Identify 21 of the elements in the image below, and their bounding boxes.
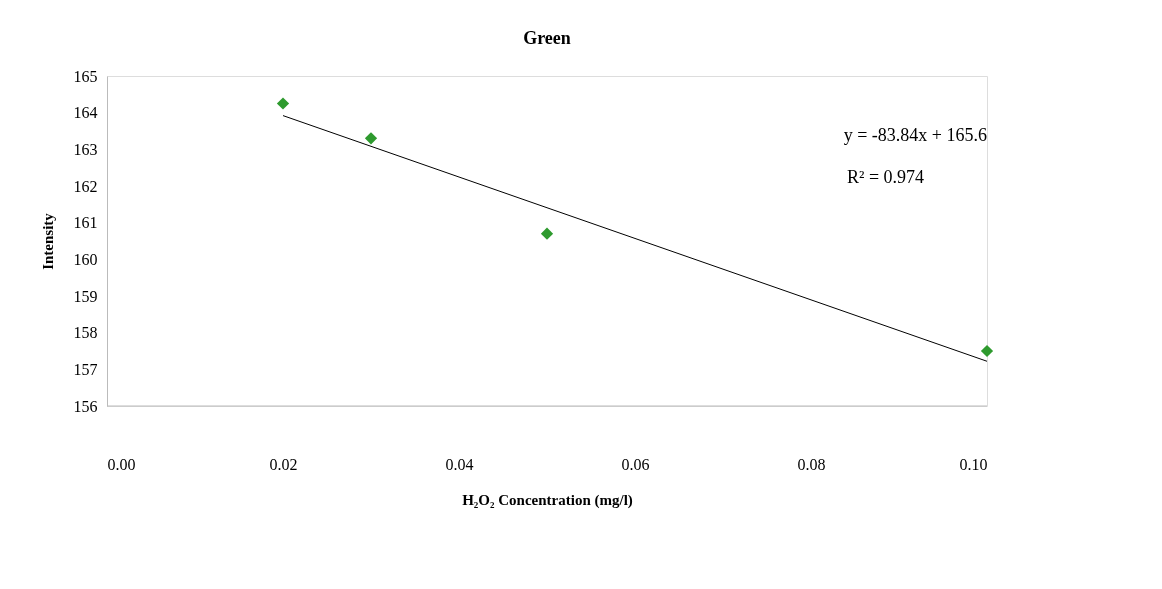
- x-tick-label: 0.08: [797, 455, 826, 473]
- y-tick-label: 165: [73, 67, 98, 85]
- y-tick-label: 160: [73, 250, 98, 268]
- y-tick-label: 158: [73, 324, 98, 342]
- chart-title: Green: [523, 28, 571, 48]
- x-tick-label: 0.10: [959, 455, 988, 473]
- annotation: y = -83.84x + 165.6: [843, 125, 987, 145]
- y-tick-label: 161: [73, 214, 98, 232]
- x-tick-label: 0.02: [269, 455, 298, 473]
- x-tick-label: 0.04: [445, 455, 474, 473]
- x-tick-label: 0.06: [621, 455, 650, 473]
- y-tick-label: 162: [73, 177, 98, 195]
- x-tick-label: 0.00: [107, 455, 136, 473]
- annotation: R² = 0.974: [847, 167, 925, 187]
- x-axis-title: H₂O₂ Concentration (mg/l): [462, 491, 633, 509]
- y-tick-label: 159: [73, 287, 98, 305]
- y-tick-label: 157: [73, 360, 98, 378]
- y-tick-label: 163: [73, 140, 98, 158]
- y-tick-label: 156: [73, 397, 98, 415]
- y-axis-title: Intensity: [39, 212, 56, 270]
- y-tick-label: 164: [73, 104, 98, 122]
